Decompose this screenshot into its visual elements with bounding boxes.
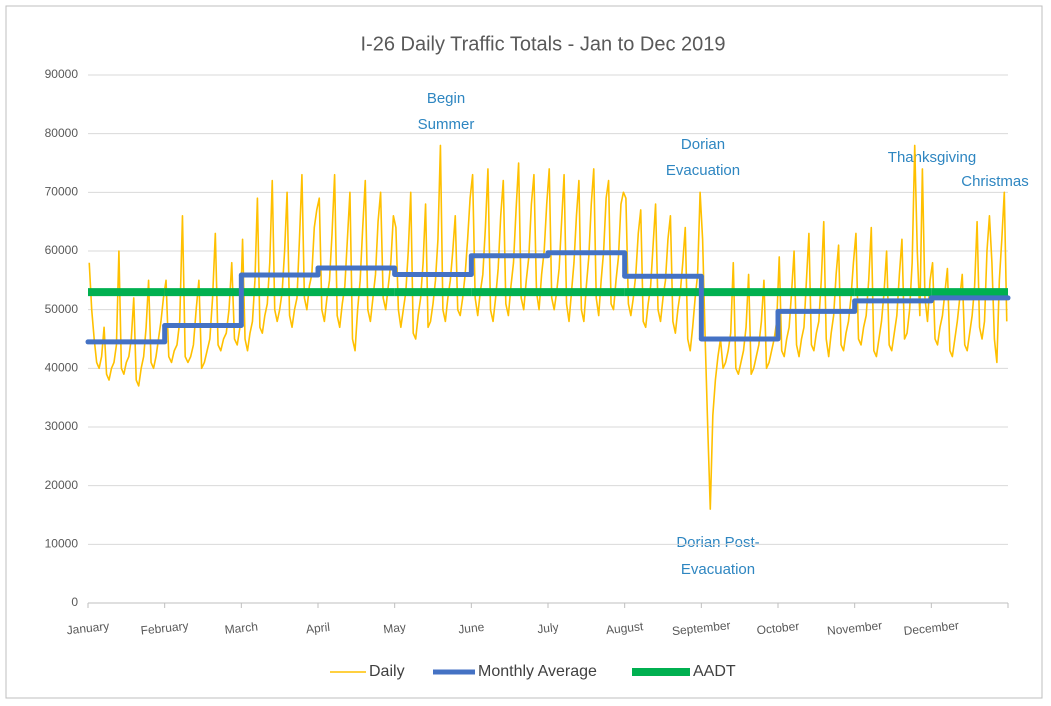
annotation: Evacuation <box>666 162 740 179</box>
legend-label: AADT <box>693 663 736 680</box>
x-tick-label: October <box>756 619 800 637</box>
x-tick-label: May <box>383 620 407 636</box>
y-tick-label: 40000 <box>45 361 79 375</box>
x-tick-label: December <box>903 618 960 638</box>
annotation: Dorian <box>681 136 725 153</box>
y-tick-label: 60000 <box>45 243 79 257</box>
x-tick-label: March <box>224 619 259 636</box>
daily-line <box>88 144 1008 510</box>
x-tick-label: January <box>66 619 110 637</box>
legend-label: Monthly Average <box>478 663 597 680</box>
x-tick-label: April <box>305 620 330 636</box>
legend-label: Daily <box>369 663 405 680</box>
annotation: Dorian Post- <box>676 534 759 551</box>
x-tick-label: February <box>140 619 189 638</box>
x-tick-label: November <box>826 618 883 638</box>
y-tick-label: 50000 <box>45 302 79 316</box>
y-tick-label: 30000 <box>45 419 79 433</box>
annotation: Begin <box>427 90 465 107</box>
x-tick-label: July <box>537 620 560 636</box>
x-tick-label: September <box>671 618 731 638</box>
y-tick-label: 0 <box>71 595 78 609</box>
y-tick-label: 10000 <box>45 537 79 551</box>
chart-frame <box>5 5 1043 699</box>
chart-title: I-26 Daily Traffic Totals - Jan to Dec 2… <box>361 33 726 55</box>
y-tick-label: 80000 <box>45 126 79 140</box>
y-tick-label: 20000 <box>45 478 79 492</box>
x-tick-label: June <box>458 620 486 637</box>
annotation: Evacuation <box>681 561 755 578</box>
y-tick-label: 90000 <box>45 67 79 81</box>
annotation: Thanksgiving <box>888 149 976 166</box>
x-tick-label: August <box>605 619 644 637</box>
annotation: Christmas <box>961 173 1029 190</box>
annotation: Summer <box>418 116 475 133</box>
y-tick-label: 70000 <box>45 185 79 199</box>
